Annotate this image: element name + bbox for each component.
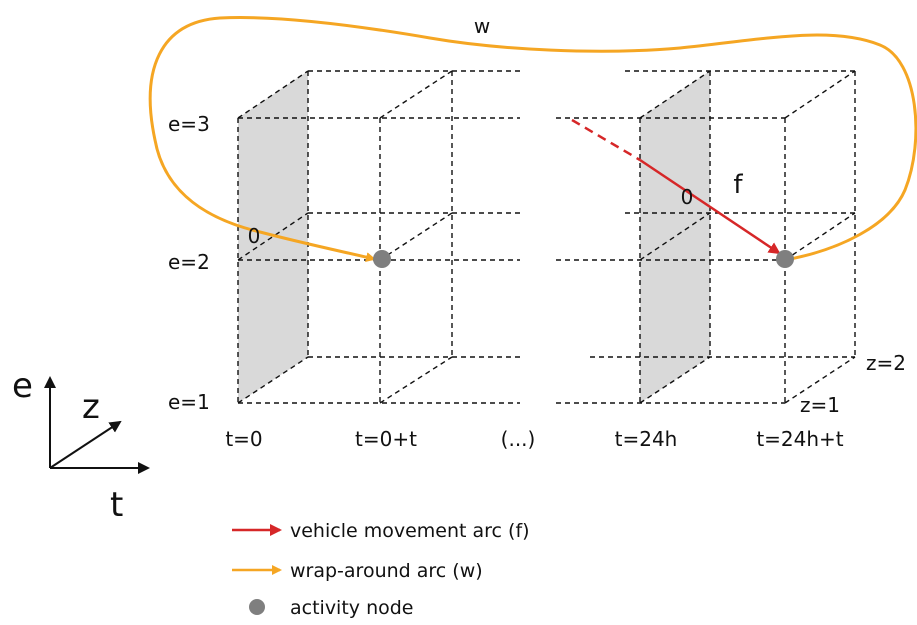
label-f: f — [733, 170, 743, 200]
z-axis — [49, 420, 122, 469]
activity-node-right — [776, 250, 794, 268]
axis-label-t: t — [110, 485, 123, 525]
label-e3: e=3 — [168, 112, 210, 136]
label-t0: t=0 — [225, 427, 262, 451]
axis-label-z: z — [82, 387, 100, 427]
legend-vehicle-arc-label: vehicle movement arc (f) — [290, 520, 530, 542]
label-z2: z=2 — [866, 351, 906, 375]
label-t0-plus: t=0+t — [355, 427, 417, 451]
right-grid-block — [556, 70, 856, 404]
left-back-edges — [307, 70, 520, 358]
node-symbol-right: 0 — [681, 185, 694, 209]
axis-label-e: e — [12, 366, 33, 406]
axes-indicator: e z t — [12, 366, 150, 525]
wrap-around-arc — [148, 16, 917, 262]
label-e1: e=1 — [168, 390, 210, 414]
vehicle-arc-dashed — [571, 118, 641, 162]
label-ellipsis: (...) — [501, 427, 536, 451]
right-shaded-face — [640, 71, 710, 403]
label-t24: t=24h — [615, 427, 678, 451]
legend-activity-node-label: activity node — [290, 597, 414, 619]
left-shaded-face — [238, 71, 308, 403]
node-symbol-left: 0 — [248, 224, 261, 248]
legend-wrap-arc-label: wrap-around arc (w) — [290, 560, 483, 582]
left-grid-block — [237, 70, 520, 404]
label-t24-plus: t=24h+t — [756, 427, 843, 451]
legend-activity-node-swatch — [249, 599, 265, 615]
vehicle-movement-arc — [639, 158, 781, 255]
activity-node-left — [373, 250, 391, 268]
label-z1: z=1 — [800, 393, 840, 417]
label-e2: e=2 — [168, 250, 210, 274]
legend: vehicle movement arc (f) wrap-around arc… — [232, 520, 530, 619]
label-w: w — [474, 14, 490, 38]
